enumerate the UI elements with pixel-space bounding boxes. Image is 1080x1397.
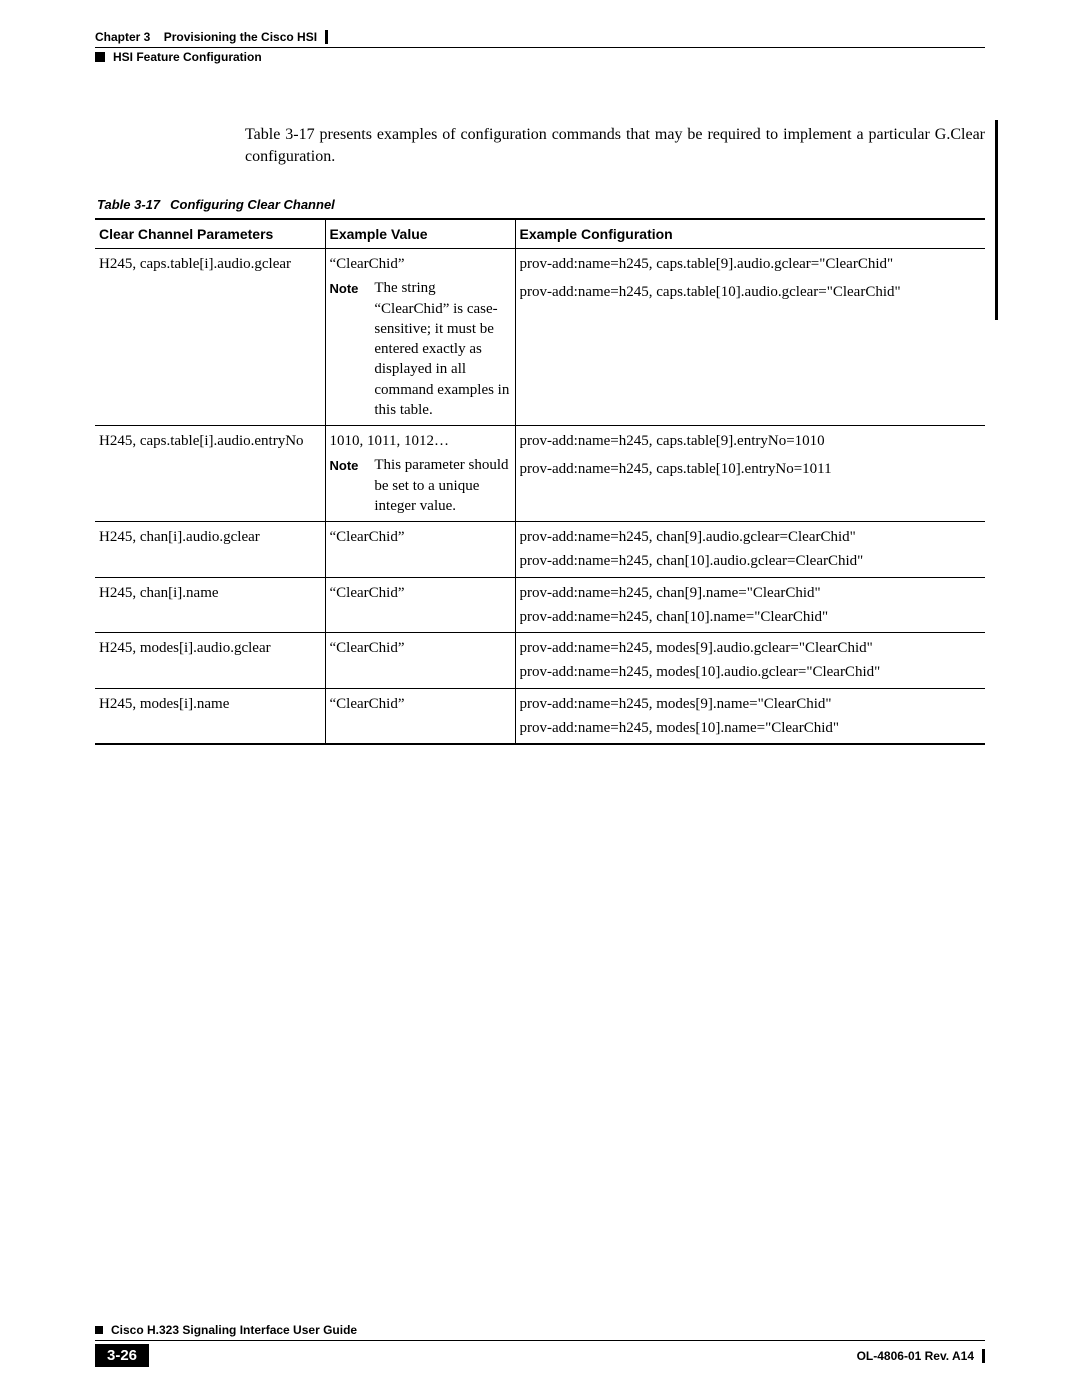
table-header: Example Configuration (515, 219, 985, 249)
intro-text: Table 3-17 presents examples of configur… (245, 126, 985, 165)
footer-square-icon (95, 1326, 103, 1334)
note-label: Note (330, 455, 359, 516)
config-table: Clear Channel Parameters Example Value E… (95, 218, 985, 745)
table-row: H245, chan[i].name (95, 577, 325, 633)
footer-guide: Cisco H.323 Signaling Interface User Gui… (111, 1323, 357, 1337)
table-row: 1010, 1011, 1012…NoteThis parameter shou… (325, 426, 515, 522)
table-caption: Table 3-17 Configuring Clear Channel (97, 197, 985, 212)
table-title: Configuring Clear Channel (170, 197, 335, 212)
header-bar-icon (325, 30, 328, 44)
note-body: This parameter should be set to a unique… (374, 455, 510, 516)
table-row: “ClearChid” (325, 577, 515, 633)
intro-paragraph: Table 3-17 presents examples of configur… (245, 124, 985, 167)
table-header: Example Value (325, 219, 515, 249)
table-row: H245, modes[i].name (95, 688, 325, 744)
page-number: 3-26 (95, 1344, 149, 1367)
table-row: H245, caps.table[i].audio.gclear (95, 249, 325, 426)
header-square-icon (95, 52, 105, 62)
table-row: “ClearChid”NoteThe string “ClearChid” is… (325, 249, 515, 426)
page-footer: Cisco H.323 Signaling Interface User Gui… (95, 1323, 985, 1367)
table-row: prov-add:name=h245, caps.table[9].entryN… (515, 426, 985, 522)
note-body: The string “ClearChid” is case-sensitive… (374, 278, 510, 420)
section-title: HSI Feature Configuration (113, 50, 262, 64)
note-label: Note (330, 278, 359, 420)
chapter-label: Chapter 3 (95, 30, 150, 44)
doc-id: OL-4806-01 Rev. A14 (857, 1349, 974, 1363)
chapter-title: Provisioning the Cisco HSI (164, 30, 317, 44)
table-row: prov-add:name=h245, modes[9].name="Clear… (515, 688, 985, 744)
table-row: prov-add:name=h245, chan[9].audio.gclear… (515, 522, 985, 578)
header-rule (95, 47, 985, 48)
table-row: prov-add:name=h245, caps.table[9].audio.… (515, 249, 985, 426)
page-header: Chapter 3 Provisioning the Cisco HSI (95, 30, 985, 44)
table-row: prov-add:name=h245, chan[9].name="ClearC… (515, 577, 985, 633)
table-row: H245, modes[i].audio.gclear (95, 633, 325, 689)
table-header: Clear Channel Parameters (95, 219, 325, 249)
table-row: “ClearChid” (325, 688, 515, 744)
table-number: Table 3-17 (97, 197, 160, 212)
table-row: H245, chan[i].audio.gclear (95, 522, 325, 578)
change-bar-icon (995, 120, 998, 320)
table-row: H245, caps.table[i].audio.entryNo (95, 426, 325, 522)
table-row: “ClearChid” (325, 522, 515, 578)
table-row: “ClearChid” (325, 633, 515, 689)
footer-bar-icon (982, 1349, 985, 1363)
table-row: prov-add:name=h245, modes[9].audio.gclea… (515, 633, 985, 689)
